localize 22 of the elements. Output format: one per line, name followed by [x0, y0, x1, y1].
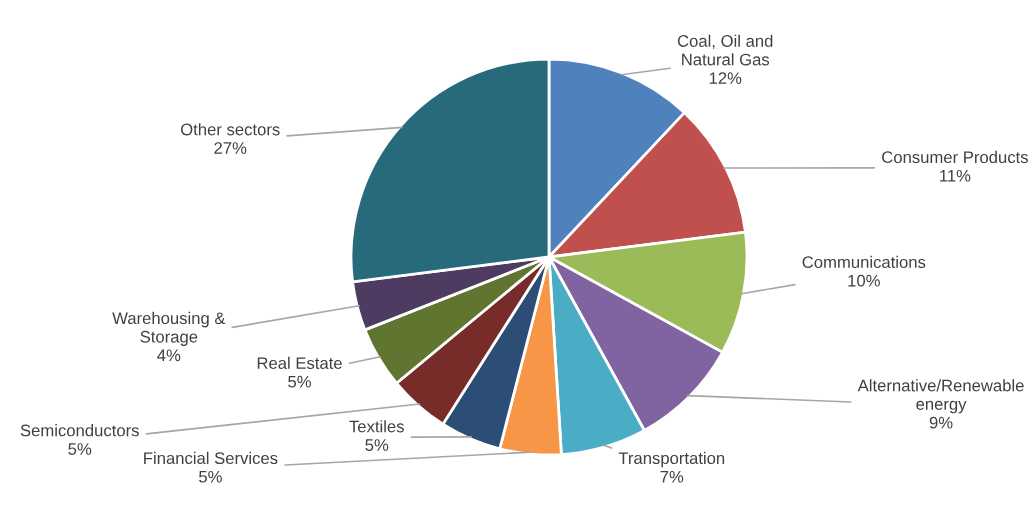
slice-label: Transportation	[618, 451, 725, 468]
slice-label: Warehousing & Storage	[112, 311, 226, 346]
data-label: 27%	[214, 142, 247, 154]
data-label: 5%	[288, 375, 311, 388]
slice-label: Alternative/Renewable energy	[857, 379, 1024, 414]
data-label: 5%	[68, 443, 92, 455]
data-label: 5%	[199, 470, 222, 483]
data-label: 10%	[848, 274, 880, 287]
slice-label: Coal, Oil and Natural Gas	[677, 34, 773, 66]
slice-label: Other sectors	[181, 123, 280, 136]
data-label: 9%	[929, 416, 953, 429]
slice-label: Consumer Products	[882, 150, 1028, 164]
data-label: 4%	[157, 349, 181, 362]
data-label: 7%	[660, 470, 684, 483]
slice-label: Communications	[802, 255, 926, 269]
slice-label: Semiconductors	[20, 424, 139, 437]
slice-label: Financial Services	[144, 451, 278, 465]
data-label: 12%	[709, 72, 742, 84]
slice-label: Textiles	[349, 420, 404, 433]
data-label: 11%	[940, 169, 971, 182]
data-label: 5%	[365, 439, 389, 451]
slice-label: Real Estate	[257, 356, 342, 370]
